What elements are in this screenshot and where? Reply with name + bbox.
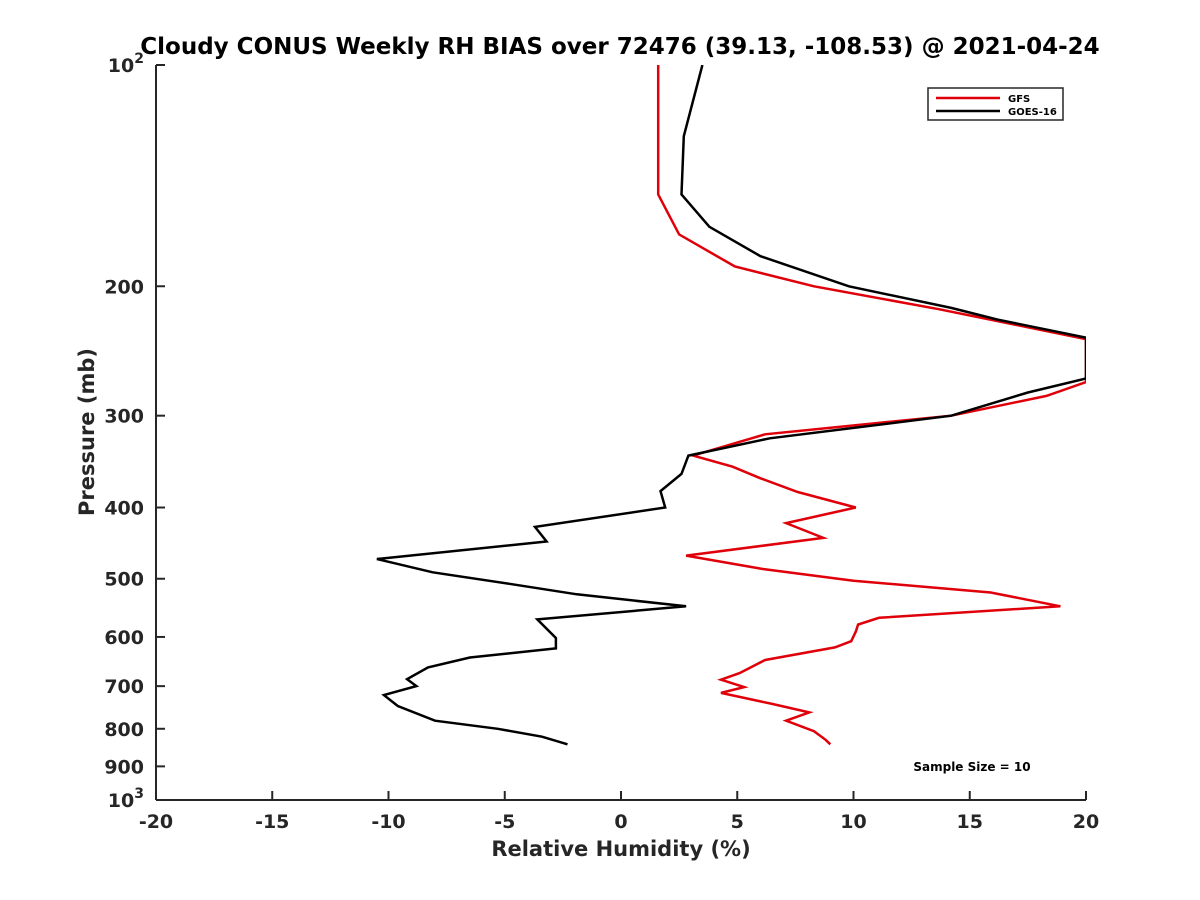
x-tick-label: 15 <box>957 811 983 833</box>
y-tick-label: 400 <box>104 498 144 520</box>
legend-label: GFS <box>1008 94 1030 105</box>
sample-size-annotation: Sample Size = 10 <box>913 760 1030 774</box>
chart-title: Cloudy CONUS Weekly RH BIAS over 72476 (… <box>140 34 1099 60</box>
x-tick-label: 20 <box>1073 811 1099 833</box>
legend-box <box>927 87 1064 121</box>
legend-label: GOES-16 <box>1008 107 1057 118</box>
plot-area: -20 -15 -10 -5 0 5 10 15 20102200300400500600700… <box>104 51 1099 833</box>
series-line-goes-16 <box>376 65 1086 746</box>
x-tick-label: -10 <box>371 811 405 833</box>
x-axis-label: Relative Humidity (%) <box>491 837 750 861</box>
y-tick-label: 500 <box>104 569 144 591</box>
y-tick-label: 102 <box>108 51 144 77</box>
x-tick-label: -15 <box>255 811 289 833</box>
x-tick-label: -20 <box>139 811 173 833</box>
x-tick-label: 5 <box>731 811 744 833</box>
y-tick-exponent: 2 <box>134 51 144 67</box>
y-tick-base: 10 <box>108 55 134 77</box>
y-axis-label: Pressure (mb) <box>75 348 99 516</box>
series-line-gfs <box>656 65 1086 746</box>
y-tick-exponent: 3 <box>134 786 144 802</box>
y-tick-label: 300 <box>104 406 144 428</box>
y-tick-label: 103 <box>108 786 144 812</box>
y-tick-base: 10 <box>108 790 134 812</box>
x-tick-label: 10 <box>840 811 866 833</box>
y-tick-label: 900 <box>104 756 144 778</box>
y-tick-label: 800 <box>104 719 144 741</box>
y-tick-label: 200 <box>104 276 144 298</box>
y-tick-label: 700 <box>104 676 144 698</box>
x-tick-label: 0 <box>614 811 627 833</box>
y-tick-label: 600 <box>104 627 144 649</box>
legend: GFS GOES-16 <box>927 87 1064 121</box>
x-tick-label: -5 <box>494 811 515 833</box>
